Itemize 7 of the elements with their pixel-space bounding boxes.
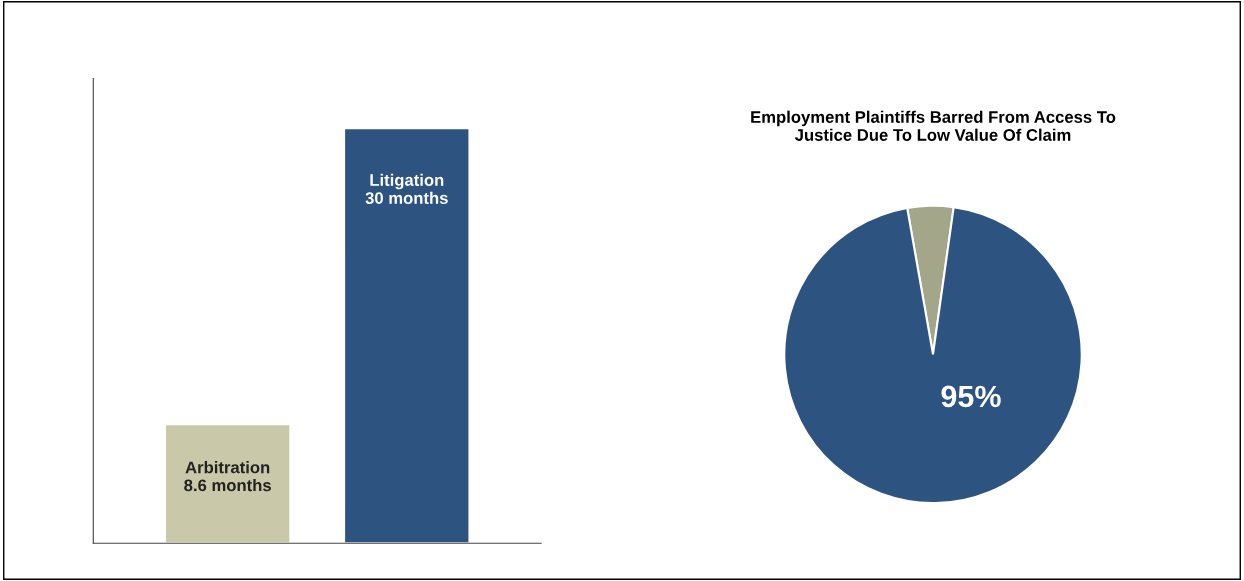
- x-tick-label: Litigation: [370, 173, 444, 190]
- x-tick-label: Arbitration: [185, 461, 270, 474]
- data-label: 8.6 months: [184, 479, 271, 492]
- data-label: 95%: [941, 385, 1001, 408]
- data-label: 30 months: [365, 191, 448, 204]
- chart-title: Employment Plaintiffs Barred From Access To Justice Due To Low Value Of Claim: [751, 110, 1116, 141]
- pie-slice: [783, 206, 1083, 505]
